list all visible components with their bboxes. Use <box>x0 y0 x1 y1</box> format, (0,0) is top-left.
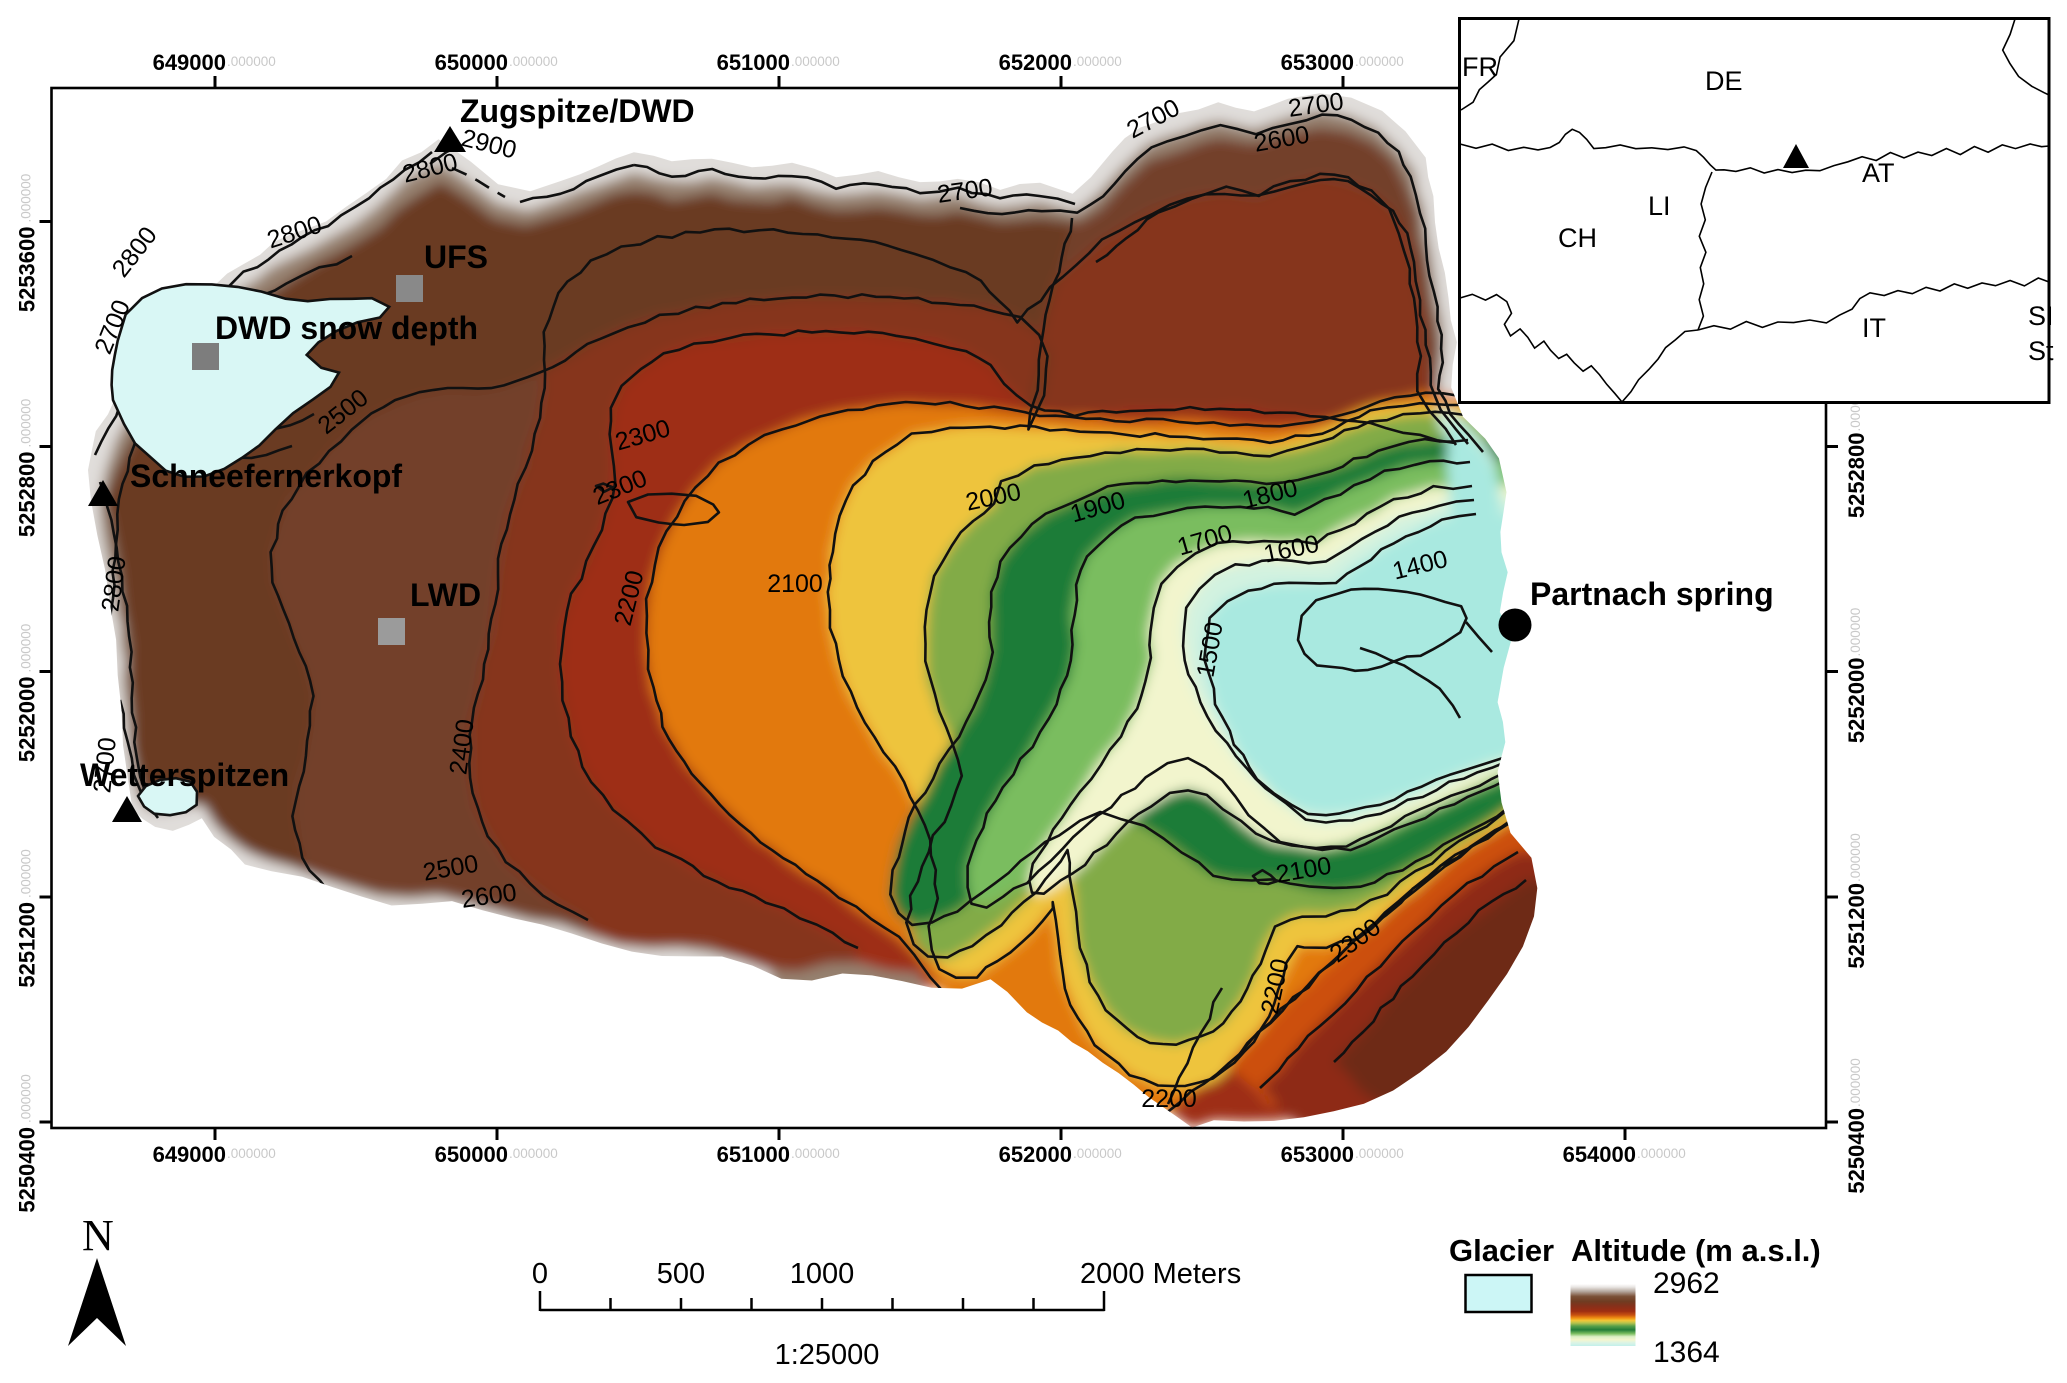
svg-text:1364: 1364 <box>1653 1336 1720 1369</box>
svg-text:FR: FR <box>1462 52 1498 82</box>
svg-text:5252000: 5252000 <box>15 677 40 763</box>
svg-text:CH: CH <box>1558 223 1597 253</box>
svg-text:LI: LI <box>1648 191 1671 221</box>
svg-text:Wetterspitzen: Wetterspitzen <box>80 757 289 793</box>
svg-text:2200: 2200 <box>1141 1085 1197 1113</box>
svg-text:.000000: .000000 <box>1355 54 1404 69</box>
svg-text:Zugspitze/DWD: Zugspitze/DWD <box>460 93 695 129</box>
svg-text:.000000: .000000 <box>791 54 840 69</box>
svg-text:5251200: 5251200 <box>1844 883 1869 969</box>
svg-text:652000: 652000 <box>999 1142 1072 1167</box>
svg-text:2100: 2100 <box>767 570 823 598</box>
svg-text:.000000: .000000 <box>1355 1146 1404 1161</box>
svg-text:.000000: .000000 <box>19 1074 34 1123</box>
svg-text:2700: 2700 <box>88 736 122 794</box>
svg-text:5251200: 5251200 <box>15 902 40 988</box>
svg-text:5252800: 5252800 <box>15 452 40 538</box>
svg-text:.000000: .000000 <box>1848 608 1863 657</box>
svg-text:SI: SI <box>2028 301 2054 331</box>
svg-text:IT: IT <box>1862 313 1886 343</box>
svg-text:649000: 649000 <box>153 50 226 75</box>
svg-text:653000: 653000 <box>1281 1142 1354 1167</box>
svg-text:5250400: 5250400 <box>1844 1108 1869 1194</box>
svg-text:.000000: .000000 <box>1073 54 1122 69</box>
svg-text:LWD: LWD <box>410 577 481 613</box>
svg-text:N: N <box>82 1211 114 1260</box>
svg-text:5252800: 5252800 <box>1844 433 1869 519</box>
svg-text:.000000: .000000 <box>1848 833 1863 882</box>
svg-text:UFS: UFS <box>424 239 488 275</box>
svg-text:.000000: .000000 <box>19 399 34 448</box>
svg-text:653000: 653000 <box>1281 50 1354 75</box>
svg-text:AT: AT <box>1862 158 1895 188</box>
svg-text:2962: 2962 <box>1653 1267 1720 1300</box>
svg-text:652000: 652000 <box>999 50 1072 75</box>
svg-text:.000000: .000000 <box>227 54 276 69</box>
svg-text:2000 Meters: 2000 Meters <box>1080 1258 1241 1290</box>
svg-text:.000000: .000000 <box>227 1146 276 1161</box>
svg-text:649000: 649000 <box>153 1142 226 1167</box>
svg-text:.000000: .000000 <box>509 54 558 69</box>
svg-text:St: St <box>2028 336 2054 366</box>
svg-text:.000000: .000000 <box>1637 1146 1686 1161</box>
svg-text:.000000: .000000 <box>791 1146 840 1161</box>
svg-text:.000000: .000000 <box>1848 1058 1863 1107</box>
svg-text:.000000: .000000 <box>1073 1146 1122 1161</box>
svg-text:.000000: .000000 <box>19 849 34 898</box>
svg-text:Schneefernerkopf: Schneefernerkopf <box>130 458 402 494</box>
svg-text:Altitude (m a.s.l.): Altitude (m a.s.l.) <box>1571 1233 1821 1268</box>
svg-text:.000000: .000000 <box>19 624 34 673</box>
svg-text:DE: DE <box>1705 66 1743 96</box>
svg-text:5250400: 5250400 <box>15 1127 40 1213</box>
svg-text:Partnach spring: Partnach spring <box>1530 576 1774 612</box>
svg-text:650000: 650000 <box>435 1142 508 1167</box>
svg-text:Glacier: Glacier <box>1449 1233 1554 1268</box>
svg-text:1:25000: 1:25000 <box>775 1339 880 1371</box>
svg-text:0: 0 <box>532 1258 548 1290</box>
svg-text:500: 500 <box>657 1258 705 1290</box>
svg-text:.000000: .000000 <box>19 174 34 223</box>
svg-text:1000: 1000 <box>790 1258 855 1290</box>
svg-text:DWD snow depth: DWD snow depth <box>215 310 478 346</box>
svg-text:654000: 654000 <box>1563 1142 1636 1167</box>
svg-text:5253600: 5253600 <box>15 227 40 313</box>
svg-text:5252000: 5252000 <box>1844 658 1869 744</box>
svg-text:651000: 651000 <box>717 50 790 75</box>
svg-text:.000000: .000000 <box>509 1146 558 1161</box>
svg-text:651000: 651000 <box>717 1142 790 1167</box>
svg-text:650000: 650000 <box>435 50 508 75</box>
